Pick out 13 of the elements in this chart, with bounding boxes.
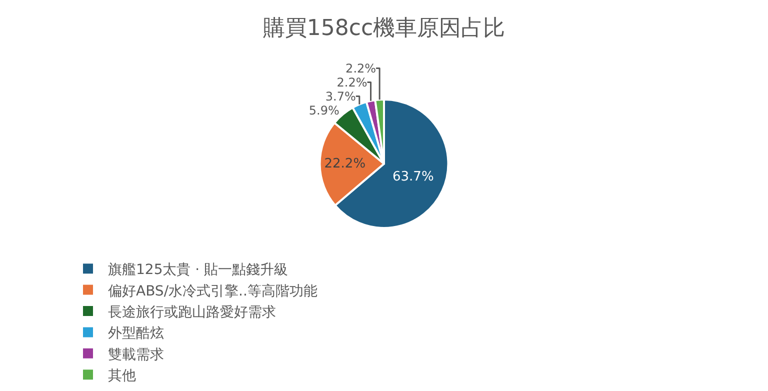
data-label: 2.2% bbox=[346, 61, 376, 76]
legend-label: 偏好ABS/水冷式引擎..等高階功能 bbox=[108, 283, 318, 300]
data-label: 63.7% bbox=[392, 170, 434, 185]
legend-label: 其他 bbox=[108, 368, 136, 384]
legend-label: 長途旅行或跑山路愛好需求 bbox=[108, 304, 276, 320]
chart-title: 購買158cc機車原因占比 bbox=[262, 16, 506, 41]
legend-label: 旗艦125太貴 · 貼一點錢升級 bbox=[108, 262, 288, 278]
data-label: 3.7% bbox=[325, 89, 356, 104]
data-label: 22.2% bbox=[324, 156, 366, 172]
legend-label: 雙載需求 bbox=[108, 346, 164, 363]
legend-label: 外型酷炫 bbox=[108, 326, 164, 342]
data-label: 2.2% bbox=[336, 75, 368, 90]
data-label: 5.9% bbox=[308, 103, 340, 118]
